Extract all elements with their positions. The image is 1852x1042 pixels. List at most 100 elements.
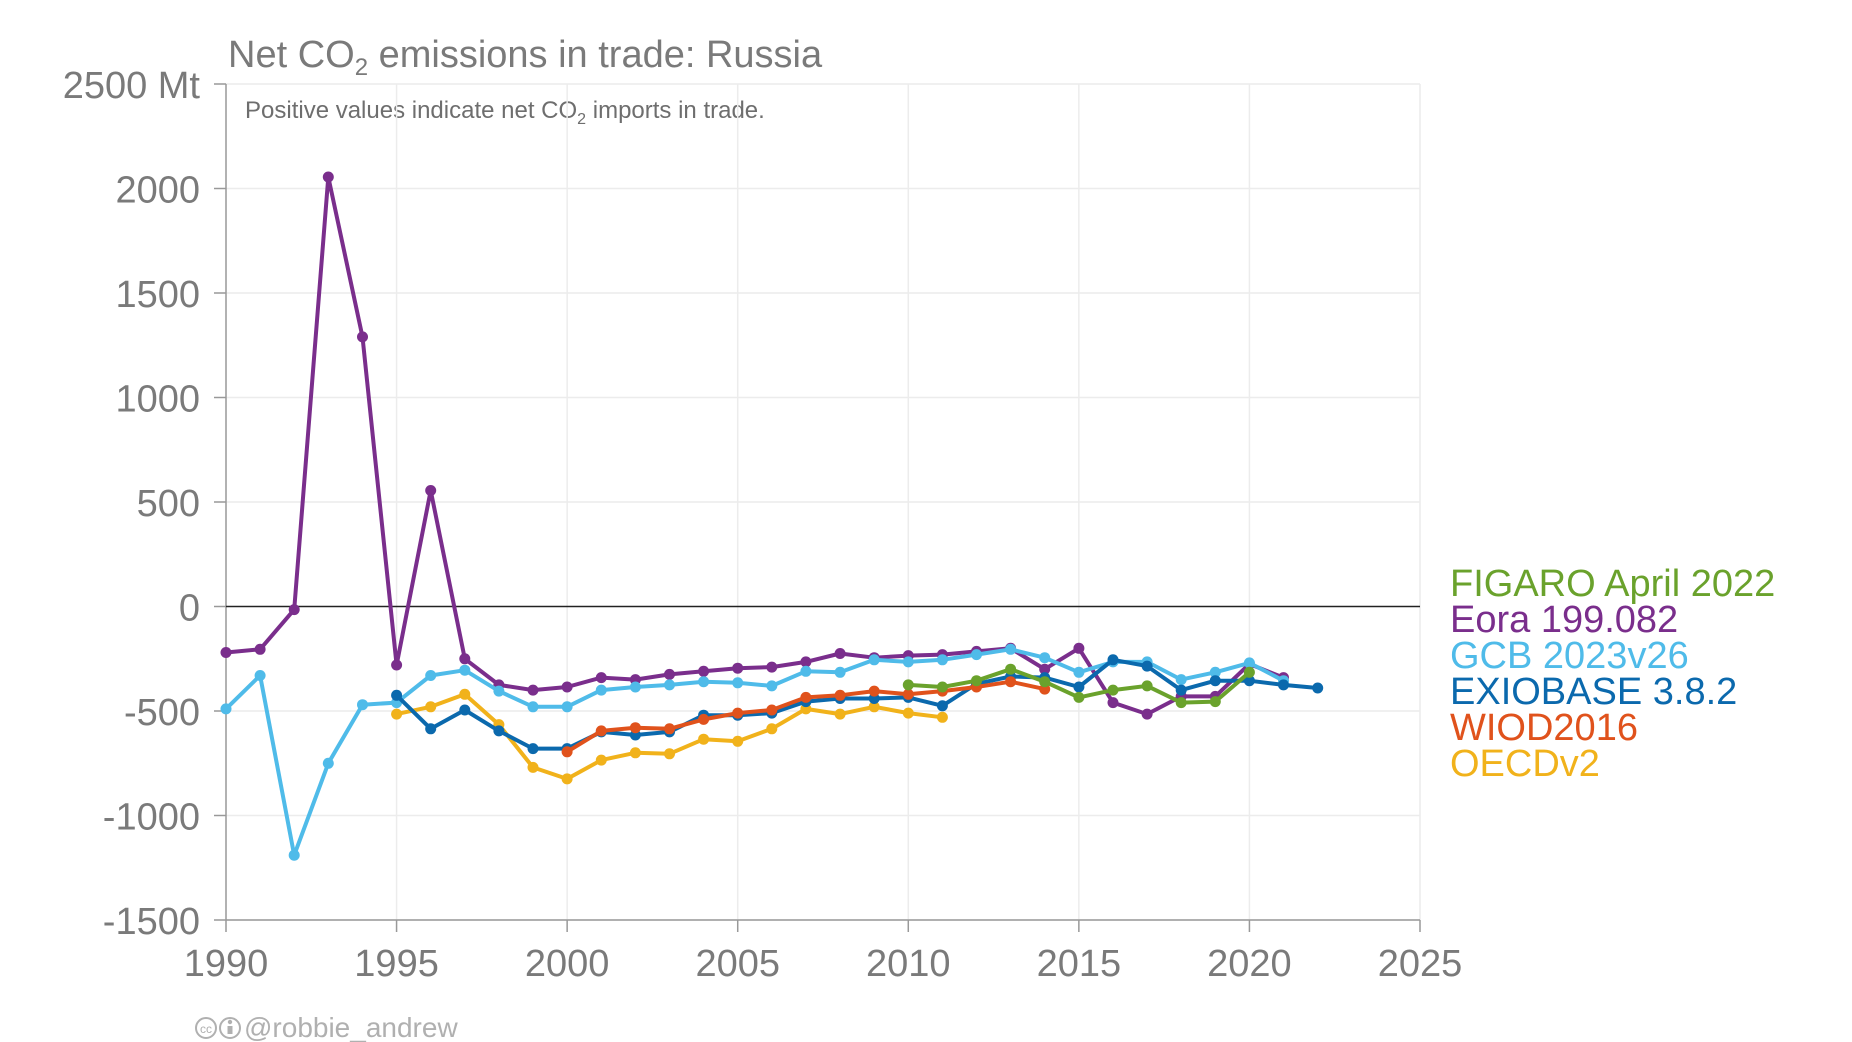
data-point (1005, 676, 1017, 688)
x-tick-label: 2010 (866, 943, 951, 985)
data-point (800, 665, 812, 677)
x-tick-label: 2020 (1207, 943, 1292, 985)
data-point (1107, 654, 1119, 666)
data-point (425, 485, 437, 496)
data-point (766, 723, 778, 735)
data-point (766, 680, 778, 692)
legend-item: EXIOBASE 3.8.2 (1450, 671, 1737, 713)
data-point (1039, 663, 1051, 675)
data-point (493, 725, 505, 737)
series-line (224, 175, 1286, 717)
data-point (595, 725, 607, 737)
chart-subtitle-rest: imports in trade. (586, 97, 765, 124)
y-tick-label: -1500 (103, 901, 200, 943)
data-point (902, 679, 914, 691)
data-point (698, 713, 710, 725)
data-point (1039, 652, 1051, 664)
data-point (902, 656, 914, 668)
data-point (1175, 684, 1187, 696)
data-point (527, 743, 539, 755)
data-point (1243, 675, 1255, 687)
data-point (220, 647, 232, 658)
data-point (1243, 657, 1255, 669)
data-point (868, 685, 880, 697)
data-point (1209, 666, 1221, 678)
grid (226, 83, 1421, 921)
data-point (834, 666, 846, 678)
data-point (936, 711, 948, 723)
legend-item: WIOD2016 (1450, 707, 1638, 749)
data-point (254, 670, 266, 681)
series-oecdv2 (391, 688, 948, 785)
data-point (527, 684, 539, 696)
data-point (664, 748, 675, 760)
creative-commons-icon: cc (195, 1017, 217, 1039)
data-point (629, 681, 641, 693)
data-point (766, 704, 778, 716)
credit-handle: @robbie_andrew (244, 1012, 458, 1042)
data-point (561, 746, 573, 758)
axes: -1500 -1000 -500 0 500 1000 1500 2000 2500 Mt 199… (63, 65, 1463, 985)
chart-subtitle-subscript: 2 (577, 111, 586, 128)
x-tick-label: 2025 (1378, 943, 1463, 985)
data-point (936, 700, 948, 712)
data-point (1243, 666, 1255, 678)
data-point (595, 754, 607, 766)
credit: cc @robbie_andrew (195, 1012, 458, 1042)
series-gcb-2023v26 (220, 643, 1289, 861)
legend-item: OECDv2 (1450, 743, 1600, 785)
data-point (459, 664, 471, 676)
data-point (971, 675, 982, 687)
data-point (732, 677, 744, 689)
data-point (698, 665, 710, 677)
data-point (1107, 697, 1119, 709)
data-point (698, 733, 710, 745)
chart-subtitle: Positive values indicate net CO2 imports… (245, 97, 765, 128)
data-point (834, 708, 846, 720)
data-point (1107, 684, 1119, 696)
y-tick-label: 1500 (115, 274, 200, 316)
data-point (1175, 697, 1187, 709)
data-point (288, 849, 300, 861)
data-point (1073, 666, 1085, 678)
data-point (1278, 679, 1289, 691)
data-point (1073, 691, 1085, 703)
data-point (425, 701, 437, 713)
data-point (561, 681, 573, 693)
data-point (493, 685, 505, 697)
data-point (595, 672, 607, 684)
chart-subtitle-main: Positive values indicate net CO (245, 97, 577, 124)
data-point (254, 643, 266, 655)
legend-item: FIGARO April 2022 (1450, 563, 1775, 605)
data-point (732, 735, 744, 747)
data-point (595, 684, 607, 696)
data-point (459, 688, 471, 700)
data-point (391, 708, 403, 720)
data-point (868, 654, 880, 666)
data-point (1005, 643, 1017, 655)
data-point (220, 703, 232, 715)
data-point (732, 707, 744, 719)
y-tick-label: 1000 (115, 379, 200, 421)
x-tick-label: 2005 (695, 943, 780, 985)
data-point (1141, 660, 1153, 672)
data-point (902, 688, 914, 700)
series-line (394, 657, 1320, 751)
y-tick-label: 2500 Mt (63, 65, 201, 107)
data-point (459, 653, 471, 665)
y-tick-label: 500 (137, 483, 200, 525)
data-point (1039, 676, 1051, 688)
series-group (220, 171, 1324, 861)
data-point (425, 670, 437, 681)
data-point (664, 723, 675, 735)
data-point (357, 331, 368, 343)
data-point (800, 656, 812, 668)
data-point (391, 659, 403, 671)
data-point (902, 707, 914, 719)
legend-item: GCB 2023v26 (1450, 635, 1689, 677)
data-point (766, 661, 778, 673)
data-point (868, 701, 880, 713)
